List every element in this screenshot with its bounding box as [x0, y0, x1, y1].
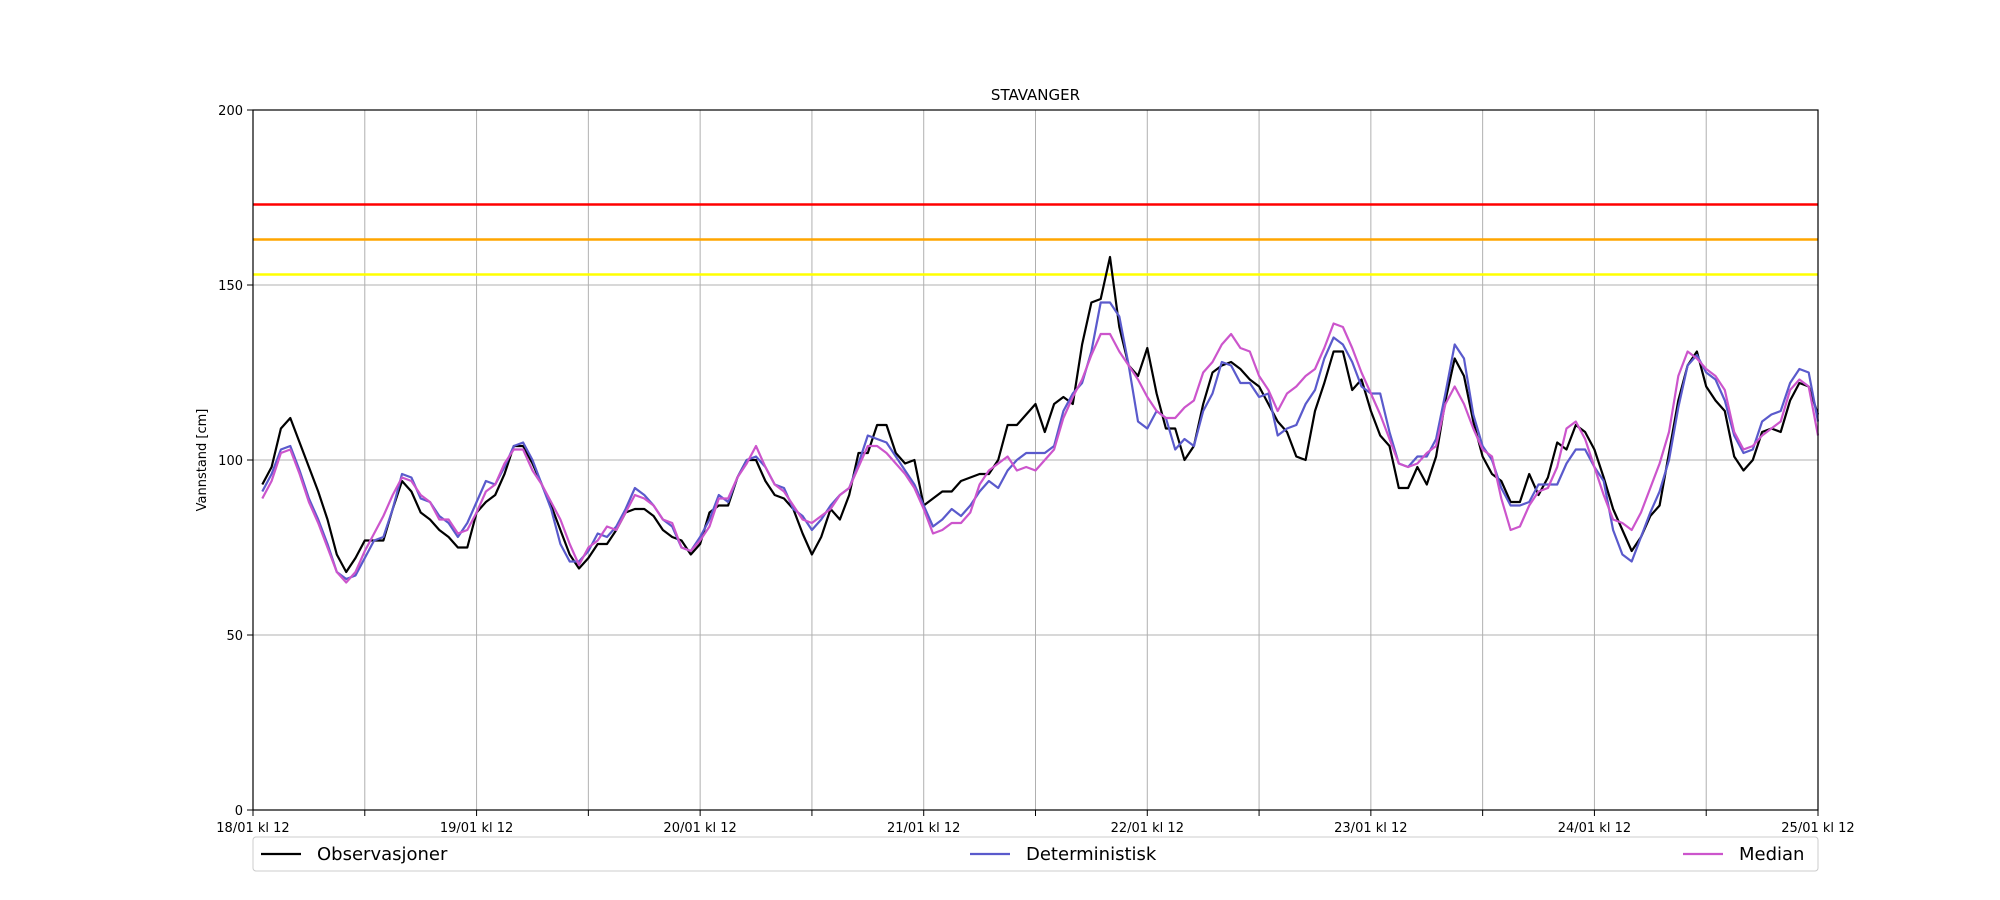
- x-tick-label: 23/01 kl 12: [1334, 821, 1407, 836]
- y-tick-label: 50: [226, 629, 243, 644]
- chart-title: STAVANGER: [991, 86, 1080, 104]
- legend-label: Deterministisk: [1026, 844, 1157, 865]
- threshold-lines: [253, 203, 1818, 276]
- series-line-median: [261, 322, 1820, 584]
- x-tick-label: 24/01 kl 12: [1558, 821, 1631, 836]
- axes: 18/01 kl 12 19/01 kl 12 20/01 kl 12 21/01 k…: [216, 104, 1854, 836]
- x-tick-label: 19/01 kl 12: [440, 821, 513, 836]
- y-tick-label: 0: [235, 804, 243, 819]
- y-axis-label: Vannstand [cm]: [195, 409, 210, 512]
- y-tick-label: 150: [218, 279, 243, 294]
- x-tick-label: 21/01 kl 12: [887, 821, 960, 836]
- legend-label: Observasjoner: [317, 844, 448, 865]
- x-tick-label: 18/01 kl 12: [216, 821, 289, 836]
- x-tick-label: 25/01 kl 12: [1781, 821, 1854, 836]
- y-tick-label: 100: [218, 454, 243, 469]
- series-line-deterministisk: [261, 301, 1820, 581]
- legend-items: Observasjoner Deterministisk Median: [261, 844, 1804, 865]
- legend: Observasjoner Deterministisk Median: [252, 836, 1819, 872]
- series-lines: [261, 255, 1820, 584]
- x-tick-label: 20/01 kl 12: [663, 821, 736, 836]
- x-tick-label: 22/01 kl 12: [1111, 821, 1184, 836]
- legend-box: [252, 836, 1819, 872]
- series-line-observasjoner: [261, 255, 1820, 574]
- legend-label: Median: [1739, 844, 1804, 865]
- y-tick-label: 200: [218, 104, 243, 119]
